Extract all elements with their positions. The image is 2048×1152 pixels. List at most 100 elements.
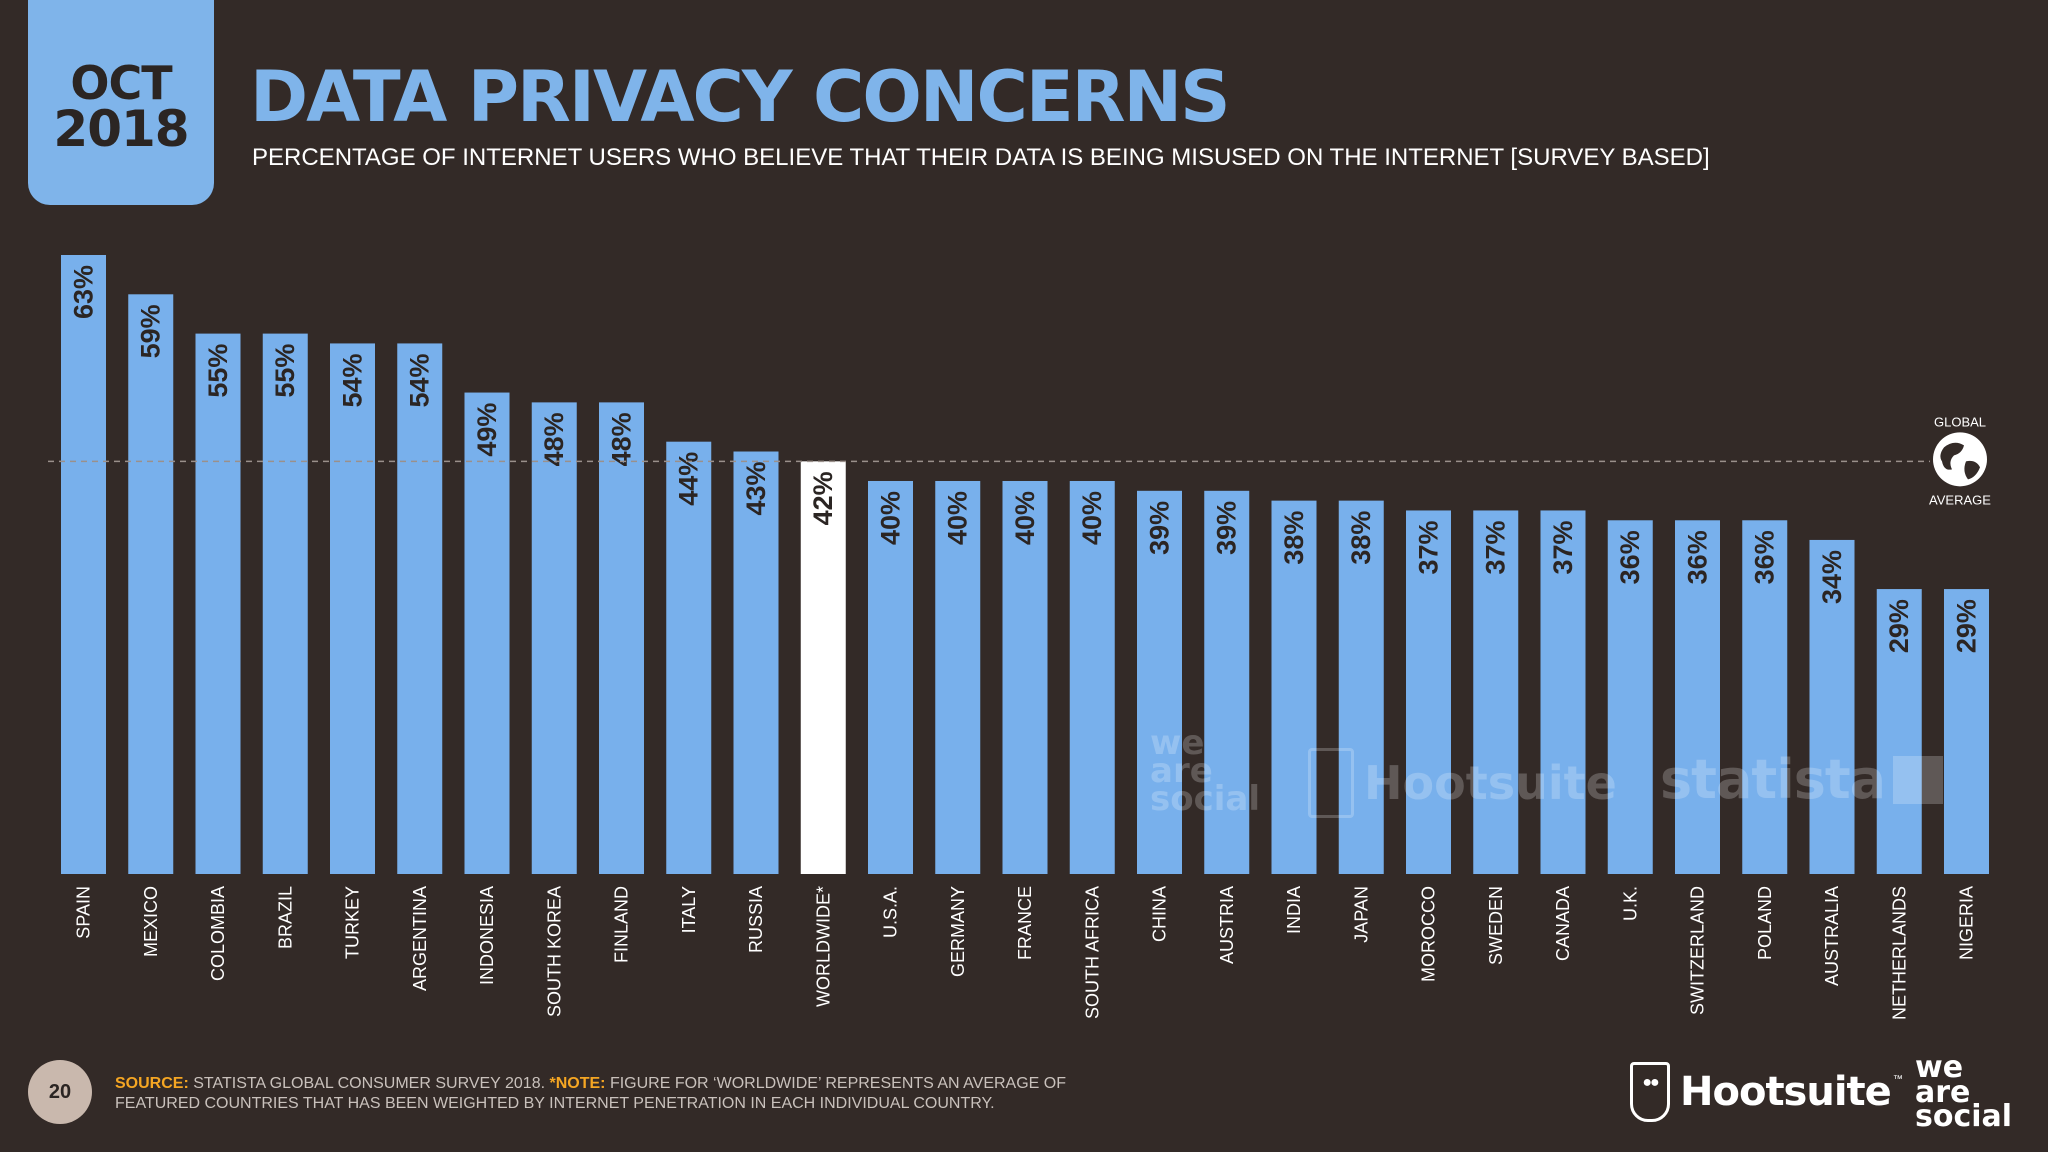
category-label: AUSTRIA [1217,886,1237,964]
hootsuite-trademark: ™ [1892,1074,1903,1085]
category-label: ITALY [679,886,699,933]
bar-value-label: 48% [607,412,637,466]
bar-value-label: 54% [338,353,368,407]
page-number: 20 [28,1060,92,1124]
logo-are: are [1915,1074,1971,1110]
category-label: SOUTH AFRICA [1082,886,1102,1019]
we-are-social-logo: we are social [1915,1050,2013,1135]
bar-value-label: 37% [1548,520,1578,574]
bar-value-label: 36% [1750,530,1780,584]
category-label: CANADA [1553,886,1573,961]
bar [61,255,106,874]
bar [128,294,174,874]
bar-value-label: 49% [472,403,502,457]
bar [733,451,779,874]
bar [1406,510,1451,874]
bar-value-label: 40% [943,491,973,545]
global-average-reference: GLOBAL AVERAGE [48,414,1991,507]
bar-value-label: 38% [1346,511,1376,565]
globe-land-shape [1940,442,1980,480]
category-label: U.S.A. [881,886,901,938]
bar [464,392,510,874]
bar [1607,520,1653,874]
watermark-we: we [1150,723,1205,763]
category-label: POLAND [1755,886,1775,960]
bar-value-label: 55% [270,344,300,398]
watermark-are: are [1150,750,1213,791]
bar [666,441,712,874]
bar-value-label: 43% [741,462,771,516]
bar-value-label: 37% [1481,520,1511,574]
logo-we: we [1915,1050,1964,1085]
bar [1473,510,1519,874]
category-label: ARGENTINA [410,886,430,991]
bar-value-label: 42% [808,471,838,525]
bar-value-label: 48% [539,412,569,466]
bar [262,333,308,875]
category-label: JAPAN [1351,886,1371,943]
bar [330,343,375,874]
category-label: AUSTRALIA [1822,886,1842,986]
bar-value-label: 40% [1077,491,1107,545]
bars-group: 63% SPAIN 59% MEXICO 55% COLOMBIA 55% BRAZIL 54%… [61,255,1989,1020]
watermark-social: social [1150,778,1261,819]
hootsuite-logo-text: Hootsuite [1680,1069,1892,1115]
bar [1540,510,1586,874]
note-text: FIGURE FOR ‘WORLDWIDE’ REPRESENTS AN AVE… [115,1075,1066,1112]
bar-value-label: 29% [1884,599,1914,653]
bar-value-label: 39% [1145,501,1175,555]
category-label: MOROCCO [1419,886,1439,982]
hootsuite-logo: ●● Hootsuite ™ [1630,1062,1903,1122]
statista-watermark-icon [1893,755,1944,804]
bar [531,402,577,874]
category-label: FRANCE [1015,886,1035,960]
category-label: BRAZIL [275,886,295,949]
logo-social: social [1915,1099,2013,1135]
category-label: WORLDWIDE* [813,886,833,1007]
bar-value-label: 39% [1212,501,1242,555]
bar [599,402,644,874]
bar [1876,589,1922,874]
bar [800,461,846,874]
category-label: CHINA [1150,886,1170,942]
page-title: DATA PRIVACY CONCERNS [250,56,1231,138]
category-label: FINLAND [612,886,632,963]
bar [1137,490,1182,874]
bar [1809,539,1855,874]
statista-watermark: statista [1660,748,1944,811]
bar-value-label: 63% [69,265,99,319]
bar-value-label: 36% [1615,530,1645,584]
bar [1204,490,1250,874]
category-label: TURKEY [343,886,363,959]
bar-value-label: 34% [1817,550,1847,604]
bar-value-label: 59% [136,304,166,358]
bar-value-label: 29% [1952,599,1982,653]
date-month: OCT [70,55,172,110]
statista-watermark-text: statista [1660,748,1886,811]
category-label: RUSSIA [746,886,766,953]
source-footnote: SOURCE: STATISTA GLOBAL CONSUMER SURVEY … [115,1074,1075,1114]
bar [1944,589,1989,874]
category-label: SWEDEN [1486,886,1506,965]
hootsuite-watermark-text: Hootsuite [1364,756,1617,810]
category-label: COLOMBIA [208,886,228,981]
bar-value-label: 55% [203,344,233,398]
bar [195,333,241,875]
category-label: INDONESIA [477,886,497,985]
bar [1742,520,1788,874]
bar-value-label: 36% [1683,530,1713,584]
bar-value-label: 38% [1279,511,1309,565]
category-label: SOUTH KOREA [544,886,564,1017]
global-average-label-bottom: AVERAGE [1929,492,1991,507]
bar-chart: 63% SPAIN 59% MEXICO 55% COLOMBIA 55% BRAZIL 54%… [48,255,1991,1020]
hootsuite-watermark: Hootsuite [1308,748,1617,818]
bar [397,343,443,874]
category-label: NIGERIA [1957,886,1977,960]
category-label: SPAIN [74,886,94,939]
category-label: INDIA [1284,886,1304,934]
date-badge: OCT 2018 [28,0,214,205]
bar-value-label: 40% [1010,491,1040,545]
category-label: U.K. [1620,886,1640,921]
source-text: STATISTA GLOBAL CONSUMER SURVEY 2018. [188,1075,550,1092]
owl-icon: ●● [1630,1062,1670,1122]
